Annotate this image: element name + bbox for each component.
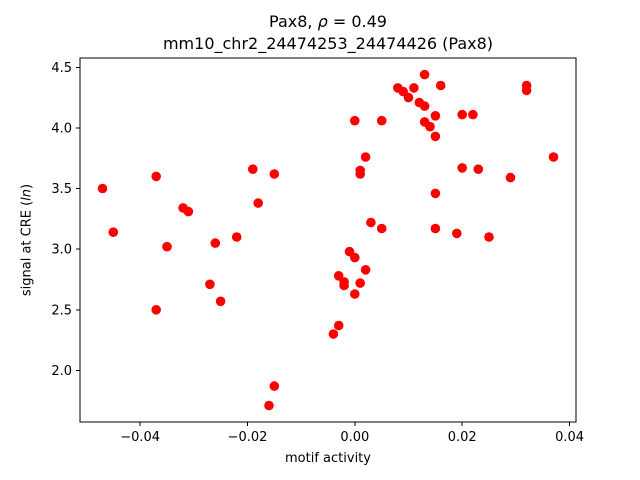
scatter-point (452, 228, 462, 239)
scatter-point (435, 80, 446, 91)
scatter-point (430, 188, 441, 199)
scatter-point (248, 164, 258, 174)
y-label-italic: ln (19, 188, 35, 201)
title-rho-symbol: ρ (317, 12, 328, 31)
scatter-point (505, 172, 516, 183)
scatter-point (215, 296, 226, 307)
scatter-point (457, 109, 468, 120)
x-tick-label: −0.02 (228, 430, 268, 445)
scatter-point (419, 69, 430, 80)
scatter-point (151, 305, 161, 315)
scatter-point (97, 183, 108, 194)
plot-frame (79, 57, 577, 423)
title-value: = 0.49 (327, 12, 387, 31)
scatter-point (205, 279, 215, 290)
scatter-point (425, 121, 435, 132)
x-axis-label: motif activity (285, 451, 371, 466)
scatter-point (419, 101, 430, 111)
scatter-point (457, 163, 468, 173)
scatter-point (183, 206, 194, 217)
scatter-point (350, 115, 360, 126)
scatter-point (253, 198, 263, 208)
scatter-point (269, 169, 280, 179)
y-label-close: ) (19, 183, 35, 189)
title-text: Pax8, (269, 12, 318, 31)
scatter-point (473, 164, 484, 174)
scatter-point (366, 217, 376, 228)
scatter-point (360, 265, 371, 275)
y-axis: 2.0 2.5 3.0 3.5 4.0 4.5 (51, 61, 80, 379)
scatter-point (376, 115, 387, 126)
scatter-point (521, 85, 532, 96)
scatter-point (430, 131, 441, 142)
scatter-point (355, 278, 366, 288)
scatter-point (484, 232, 494, 242)
scatter-point (403, 92, 414, 103)
y-tick-label: 4.5 (51, 61, 72, 76)
chart-subtitle: mm10_chr2_24474253_24474426 (Pax8) (162, 34, 494, 53)
x-tick-label: −0.04 (120, 430, 160, 445)
data-points (97, 69, 559, 411)
scatter-point (151, 171, 161, 182)
y-axis-label: signal at CRE (ln) (20, 184, 35, 296)
scatter-point (231, 232, 242, 242)
y-label-text: signal at CRE ( (19, 200, 35, 297)
scatter-point (548, 152, 559, 162)
y-tick-label: 4.0 (51, 121, 72, 136)
scatter-point (328, 329, 339, 339)
scatter-point (430, 111, 441, 121)
scatter-point (339, 280, 349, 291)
scatter-point (360, 152, 371, 162)
x-axis: −0.04 −0.02 0.00 0.02 0.04 (120, 422, 584, 445)
y-tick-label: 2.5 (51, 303, 72, 318)
scatter-point (430, 223, 441, 234)
scatter-point (210, 238, 221, 248)
scatter-point (162, 241, 172, 252)
x-tick-label: 0.00 (340, 430, 369, 445)
scatter-point (264, 400, 274, 411)
scatter-point (350, 252, 360, 263)
y-tick-label: 2.0 (51, 364, 72, 379)
scatter-point (269, 381, 280, 391)
scatter-point (376, 223, 387, 234)
y-tick-label: 3.0 (51, 243, 72, 258)
scatter-point (468, 109, 478, 120)
scatter-point (108, 227, 119, 237)
scatter-point (333, 320, 344, 331)
scatter-point (350, 289, 360, 299)
scatter-point (355, 169, 366, 179)
chart-title: Pax8, ρ = 0.49 (80, 12, 576, 31)
scatter-point (409, 83, 419, 93)
x-tick-label: 0.04 (555, 430, 584, 445)
x-tick-label: 0.02 (448, 430, 477, 445)
y-tick-label: 3.5 (51, 182, 72, 197)
